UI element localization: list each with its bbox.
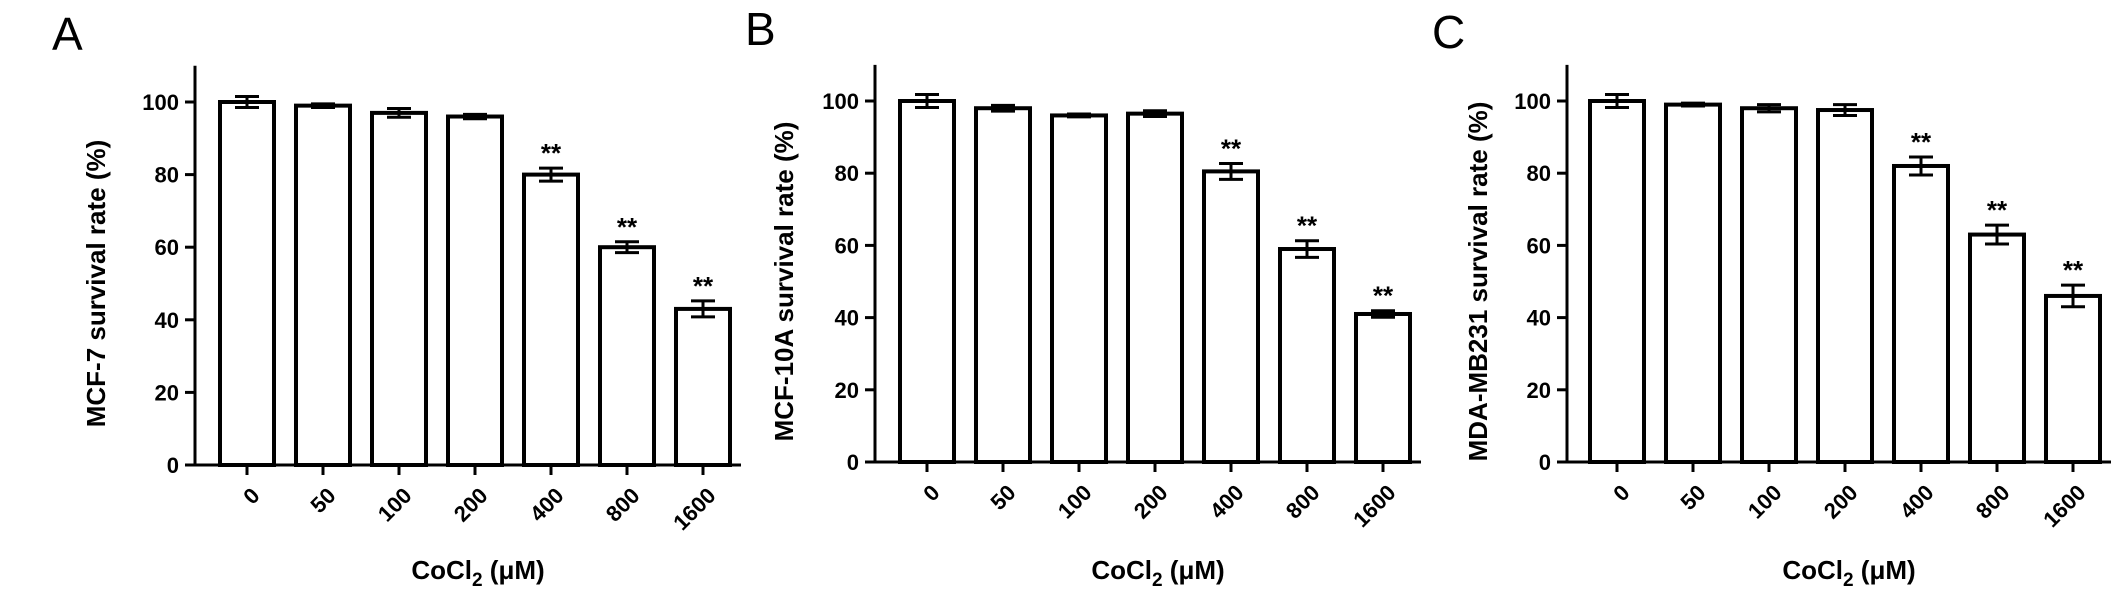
x-tick-label: 400 — [525, 483, 569, 527]
bar — [1664, 102, 1722, 465]
significance-marker: ** — [1987, 195, 2008, 225]
y-tick-label: 100 — [142, 90, 179, 115]
x-tick-label: 0 — [1608, 480, 1634, 506]
significance-marker: ** — [617, 212, 638, 242]
y-tick-label: 40 — [835, 306, 859, 331]
significance-marker: ** — [1221, 133, 1242, 163]
x-tick-label: 100 — [373, 483, 417, 527]
y-tick-label: 80 — [835, 161, 859, 186]
bar — [1202, 169, 1260, 465]
panel-letter: B — [745, 3, 776, 55]
y-tick-label: 0 — [847, 450, 859, 475]
bar — [2044, 293, 2102, 464]
y-tick-label: 60 — [155, 235, 179, 260]
y-tick-label: 80 — [1527, 161, 1551, 186]
bar — [1050, 113, 1108, 464]
panel-a: A 0 20 40 60 80 100 0 50 100 200 400 ** 800 ** 1600 ** MC… — [52, 8, 741, 591]
x-tick-label: 800 — [1971, 480, 2015, 524]
x-tick-label: 200 — [1819, 480, 1863, 524]
y-tick-label: 100 — [822, 89, 859, 114]
y-tick-label: 0 — [1539, 450, 1551, 475]
x-tick-label: 1600 — [1348, 480, 1400, 532]
panel-letter: A — [52, 8, 83, 60]
panel-letter: C — [1432, 6, 1465, 58]
bar — [446, 114, 504, 468]
x-tick-label: 200 — [449, 483, 493, 527]
y-tick-label: 60 — [1527, 233, 1551, 258]
panel-b: B 0 20 40 60 80 100 0 50 100 200 400 ** 800 ** 1600 ** MC… — [745, 3, 1421, 591]
x-tick-label: 100 — [1743, 480, 1787, 524]
y-tick-label: 40 — [1527, 306, 1551, 331]
y-tick-label: 100 — [1514, 89, 1551, 114]
y-tick-label: 40 — [155, 308, 179, 333]
x-tick-label: 100 — [1053, 480, 1097, 524]
bar — [674, 306, 732, 467]
y-tick-label: 20 — [155, 380, 179, 405]
bar — [1968, 232, 2026, 464]
y-axis-label: MCF-7 survival rate (%) — [81, 140, 111, 428]
x-tick-label: 800 — [601, 483, 645, 527]
bar — [1740, 106, 1798, 464]
significance-marker: ** — [1373, 281, 1394, 311]
y-tick-label: 20 — [835, 378, 859, 403]
x-tick-label: 0 — [238, 483, 264, 509]
bar — [294, 103, 352, 467]
bar — [1588, 99, 1646, 464]
x-tick-label: 400 — [1895, 480, 1939, 524]
x-axis-label: CoCl2 (μM) — [1091, 555, 1224, 591]
bar — [370, 110, 428, 467]
bar — [898, 99, 956, 464]
x-tick-label: 50 — [986, 480, 1021, 515]
bar — [1278, 247, 1336, 464]
bar — [1892, 163, 1950, 464]
y-axis-label: MCF-10A survival rate (%) — [769, 122, 799, 442]
x-tick-label: 50 — [1676, 480, 1711, 515]
x-axis-label: CoCl2 (μM) — [1782, 555, 1915, 591]
bar — [522, 172, 580, 467]
y-tick-label: 0 — [167, 453, 179, 478]
y-axis-label: MDA-MB231 survival rate (%) — [1463, 102, 1493, 462]
panel-c: C 0 20 40 60 80 100 0 50 100 200 400 ** 800 ** 1600 ** MD… — [1432, 6, 2111, 591]
significance-marker: ** — [2063, 255, 2084, 285]
x-tick-label: 200 — [1129, 480, 1173, 524]
significance-marker: ** — [541, 138, 562, 168]
x-tick-label: 50 — [306, 483, 341, 518]
bar — [598, 245, 656, 467]
x-tick-label: 800 — [1281, 480, 1325, 524]
x-axis-label: CoCl2 (μM) — [411, 555, 544, 591]
x-tick-label: 1600 — [668, 483, 720, 535]
significance-marker: ** — [1911, 127, 1932, 157]
significance-marker: ** — [693, 271, 714, 301]
y-tick-label: 60 — [835, 233, 859, 258]
bar — [1354, 311, 1412, 464]
bar — [974, 106, 1032, 464]
significance-marker: ** — [1297, 211, 1318, 241]
x-tick-label: 1600 — [2038, 480, 2090, 532]
x-tick-label: 400 — [1205, 480, 1249, 524]
x-tick-label: 0 — [918, 480, 944, 506]
bar — [218, 100, 276, 467]
y-tick-label: 20 — [1527, 378, 1551, 403]
bar — [1816, 108, 1874, 465]
y-tick-label: 80 — [155, 163, 179, 188]
bar — [1126, 111, 1184, 464]
